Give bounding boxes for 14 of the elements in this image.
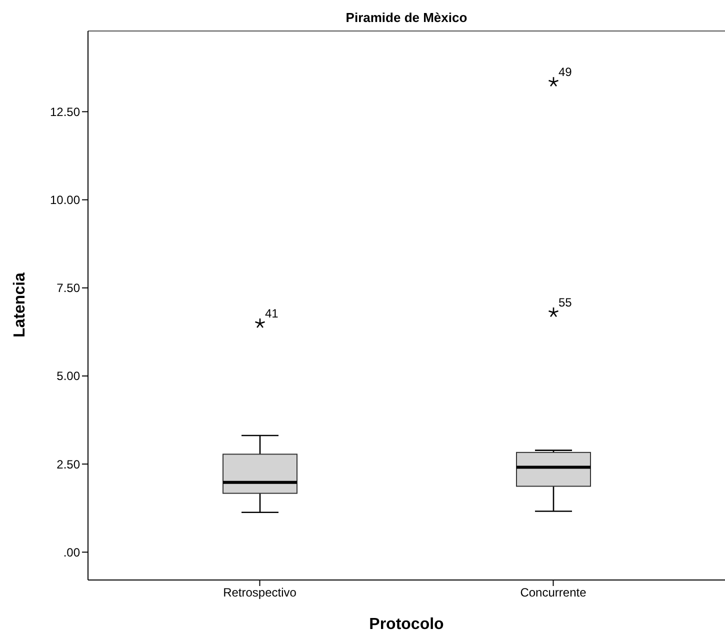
annotation: 41 [265,306,279,320]
x-tick-label: Retrospectivo [223,586,297,600]
y-tick-label: .00 [63,545,80,560]
y-tick-label: 7.50 [56,281,80,296]
chart-title: Piramide de Mèxico [344,10,468,25]
y-tick-label: 5.00 [56,369,80,384]
annotation: 49 [558,65,572,80]
y-axis-title: Latencia [11,272,29,338]
y-tick-label: 2.50 [56,457,80,472]
x-tick-label: Concurrente [520,586,587,600]
x-axis-title: Protocolo [368,616,445,634]
y-tick-label: 12.50 [50,104,80,119]
annotation: 55 [558,296,572,310]
y-tick-label: 10.00 [50,193,80,208]
